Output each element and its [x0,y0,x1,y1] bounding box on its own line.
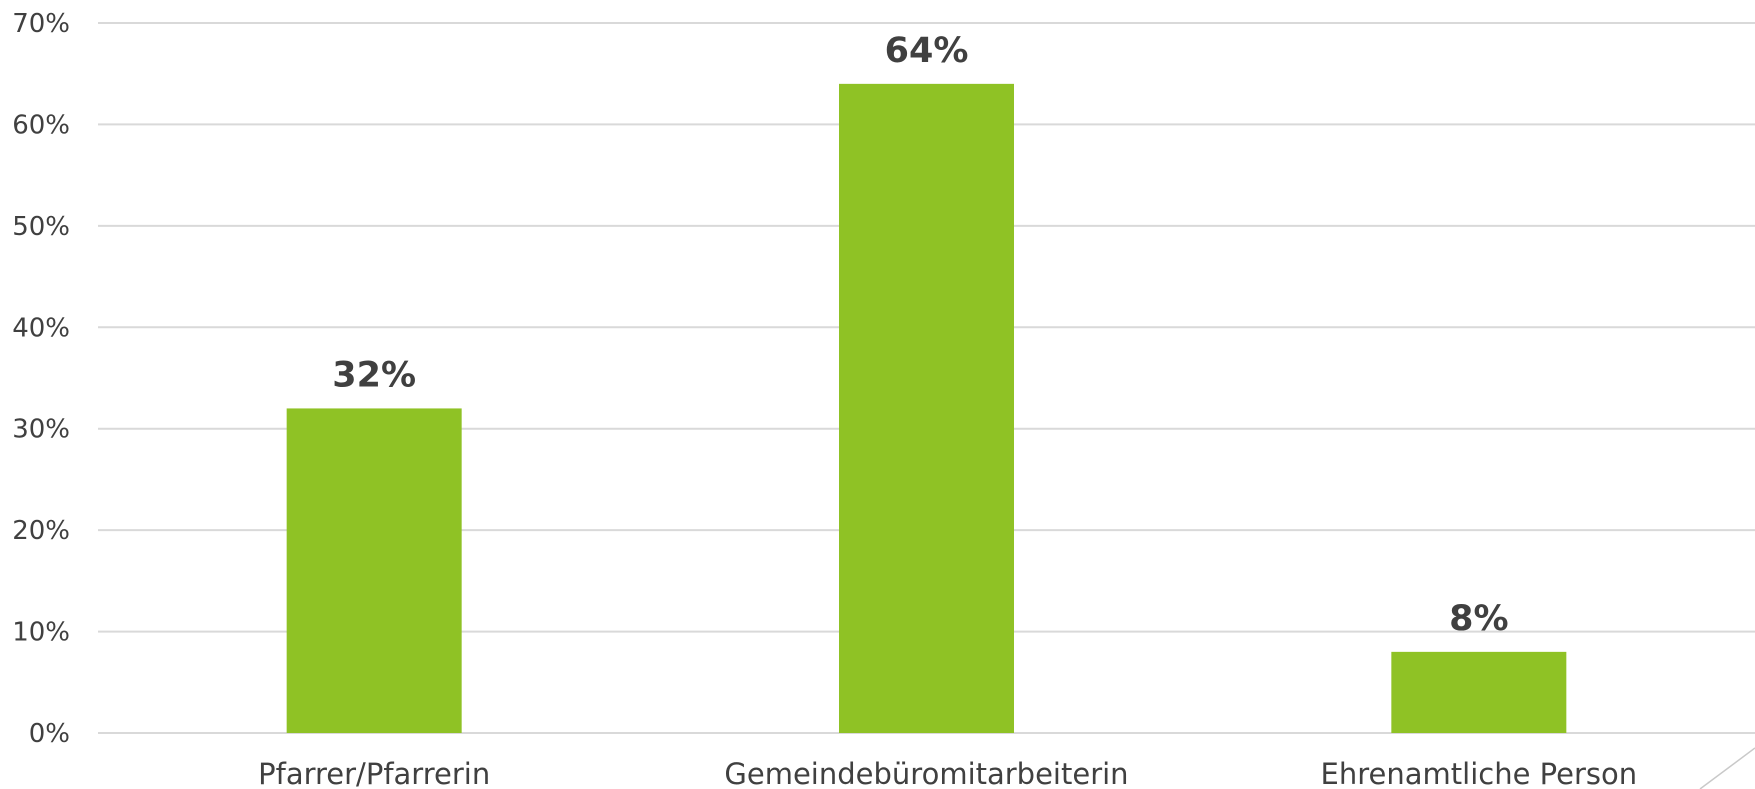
y-tick-label: 30% [12,415,70,445]
data-labels: 32% 64% 8% [332,31,1508,639]
y-tick-label: 60% [12,110,70,140]
x-axis-tick-labels: Pfarrer/Pfarrerin Gemeindebüromitarbeiter… [258,757,1637,789]
data-label: 32% [332,355,416,395]
x-tick-label: Ehrenamtliche Person [1321,757,1638,789]
bars [286,83,1567,734]
data-label: 64% [885,31,969,71]
y-tick-label: 50% [12,212,70,242]
bar [286,408,462,733]
y-tick-label: 20% [12,516,70,546]
bar [839,83,1014,734]
bar [1391,651,1567,733]
y-tick-label: 0% [29,719,70,749]
data-label: 8% [1449,599,1508,639]
y-tick-label: 70% [12,9,70,39]
y-tick-label: 10% [12,618,70,648]
x-tick-label: Gemeindebüromitarbeiterin [724,757,1128,789]
y-tick-label: 40% [12,313,70,343]
y-axis-tick-labels: 0% 10% 20% 30% 40% 50% 60% 70% [12,9,70,749]
x-tick-label: Pfarrer/Pfarrerin [258,757,490,789]
decorative-corner-line [1699,747,1755,789]
